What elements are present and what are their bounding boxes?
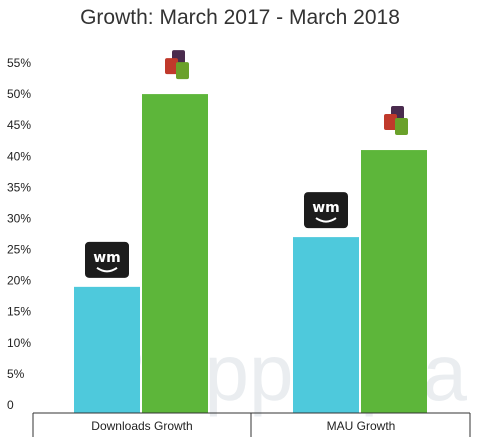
wm-logo-text: wm <box>312 200 340 216</box>
bar <box>361 150 427 413</box>
bar-logos: wm wm <box>85 50 408 278</box>
bar <box>142 94 208 413</box>
y-tick-label: 50% <box>7 87 31 101</box>
y-tick-label: 40% <box>7 149 31 163</box>
wm-app-logo-icon: wm <box>85 241 129 278</box>
wm-logo-text: wm <box>93 250 121 266</box>
y-tick-label: 10% <box>7 336 31 350</box>
bar <box>293 237 359 413</box>
bars <box>74 94 427 413</box>
chart-title: Growth: March 2017 - March 2018 <box>80 6 400 29</box>
y-tick-label: 0 <box>7 398 14 412</box>
squares-app-logo-icon <box>165 50 189 80</box>
x-category-label: Downloads Growth <box>91 419 192 433</box>
squares-app-logo-icon <box>384 106 408 136</box>
y-tick-label: 20% <box>7 274 31 288</box>
bar <box>74 286 140 413</box>
y-axis-ticks: 0 5% 10% 15% 20% 25% 30% 35% 40% 45% 50% 55% <box>7 56 31 412</box>
x-axis-dividers <box>32 413 471 437</box>
x-axis-labels: Downloads Growth MAU Growth <box>91 419 395 433</box>
y-tick-label: 5% <box>7 367 25 381</box>
y-tick-label: 25% <box>7 243 31 257</box>
y-tick-label: 55% <box>7 56 31 70</box>
y-tick-label: 30% <box>7 211 31 225</box>
y-tick-label: 15% <box>7 305 31 319</box>
y-tick-label: 35% <box>7 180 31 194</box>
y-tick-label: 45% <box>7 118 31 132</box>
wm-app-logo-icon: wm <box>304 192 348 229</box>
x-category-label: MAU Growth <box>327 419 396 433</box>
